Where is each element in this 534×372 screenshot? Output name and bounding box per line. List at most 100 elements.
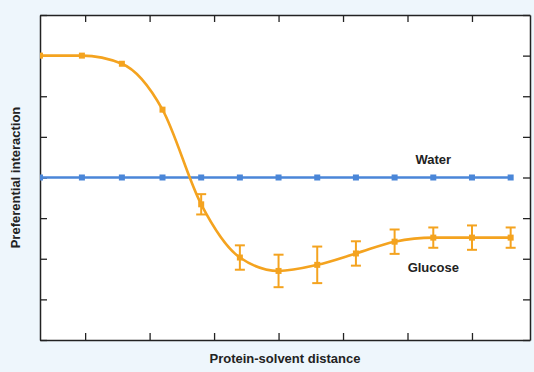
series-1 xyxy=(40,53,516,288)
tick-mark xyxy=(214,333,215,340)
axis-line xyxy=(41,15,531,17)
marker xyxy=(198,201,204,207)
error-bar-part xyxy=(428,247,438,249)
tick-mark xyxy=(278,333,279,340)
marker xyxy=(508,175,514,181)
marker xyxy=(469,235,475,241)
tick xyxy=(40,137,47,138)
marker xyxy=(430,235,436,241)
marker xyxy=(237,175,243,181)
tick-mark xyxy=(523,299,530,300)
error-bar-part xyxy=(351,265,361,267)
tick xyxy=(523,259,530,260)
tick-mark xyxy=(85,333,86,340)
series-labels: Water Glucose xyxy=(408,152,459,275)
tick xyxy=(523,340,530,341)
marker xyxy=(79,175,85,181)
error-bar-part xyxy=(274,286,284,288)
error-bar xyxy=(274,255,284,288)
series-label: Water xyxy=(415,152,451,167)
tick-mark xyxy=(523,177,530,178)
marker xyxy=(469,175,475,181)
tick xyxy=(343,15,344,22)
tick-mark xyxy=(523,259,530,260)
tick xyxy=(279,333,280,340)
error-bar-part xyxy=(274,254,284,256)
error-bar xyxy=(467,225,477,249)
error-bar-part xyxy=(506,226,516,228)
error-bar-part xyxy=(235,244,245,246)
line xyxy=(40,176,511,179)
tick xyxy=(523,137,530,138)
marker xyxy=(314,262,320,268)
marker xyxy=(430,175,436,181)
marker xyxy=(353,250,359,256)
tick xyxy=(150,333,151,340)
error-bar xyxy=(196,194,206,214)
error-bar-part xyxy=(428,226,438,228)
error-bar xyxy=(312,247,322,284)
tick xyxy=(40,259,47,260)
marker xyxy=(276,268,282,274)
marker xyxy=(314,175,320,181)
tick-mark xyxy=(40,137,47,138)
error-bar-part xyxy=(312,246,322,248)
series-0 xyxy=(40,175,514,181)
marker xyxy=(79,53,85,59)
tick-mark xyxy=(523,96,530,97)
series-label: Glucose xyxy=(408,260,459,275)
tick-mark xyxy=(149,333,150,340)
error-bar-part xyxy=(467,249,477,251)
marker xyxy=(392,175,398,181)
tick-mark xyxy=(278,15,279,22)
tick xyxy=(472,15,473,22)
tick xyxy=(408,15,409,22)
tick-mark xyxy=(40,15,47,16)
tick xyxy=(523,178,530,179)
tick xyxy=(343,333,344,340)
tick-mark xyxy=(40,259,47,260)
tick-mark xyxy=(40,340,47,341)
y-axis-right xyxy=(523,16,531,341)
tick-mark xyxy=(523,55,530,56)
tick-mark xyxy=(85,15,86,22)
error-bar xyxy=(428,227,438,247)
marker xyxy=(353,175,359,181)
tick xyxy=(279,15,280,22)
marker xyxy=(392,239,398,245)
x-axis-bottom xyxy=(41,333,531,341)
tick-mark xyxy=(407,15,408,22)
plot-background xyxy=(40,15,530,340)
tick xyxy=(150,15,151,22)
x-axis-top xyxy=(41,15,531,22)
marker xyxy=(160,175,166,181)
marker xyxy=(198,175,204,181)
marker xyxy=(40,175,43,181)
tick-mark xyxy=(472,15,473,22)
error-bar-part xyxy=(467,224,477,226)
error-bar-part xyxy=(196,193,206,195)
marker xyxy=(237,255,243,261)
tick xyxy=(523,299,530,300)
tick xyxy=(40,96,47,97)
error-bar-part xyxy=(312,282,322,284)
tick xyxy=(40,15,47,16)
error-bar-part xyxy=(196,213,206,215)
tick-mark xyxy=(40,218,47,219)
marker xyxy=(276,175,282,181)
tick xyxy=(523,56,530,57)
error-bar xyxy=(351,241,361,265)
tick xyxy=(214,333,215,340)
chart: WaterGlucoseProtein-solvent distancePref… xyxy=(0,0,534,372)
marker xyxy=(40,53,43,59)
plot: Water Glucose xyxy=(37,15,531,341)
tick xyxy=(85,333,86,340)
tick-mark xyxy=(343,15,344,22)
error-bar xyxy=(390,230,400,254)
tick-mark xyxy=(523,15,530,16)
y-axis-title: Preferential interaction xyxy=(8,107,23,249)
tick xyxy=(40,299,47,300)
tick-mark xyxy=(407,333,408,340)
tick-mark xyxy=(523,137,530,138)
tick xyxy=(40,218,47,219)
